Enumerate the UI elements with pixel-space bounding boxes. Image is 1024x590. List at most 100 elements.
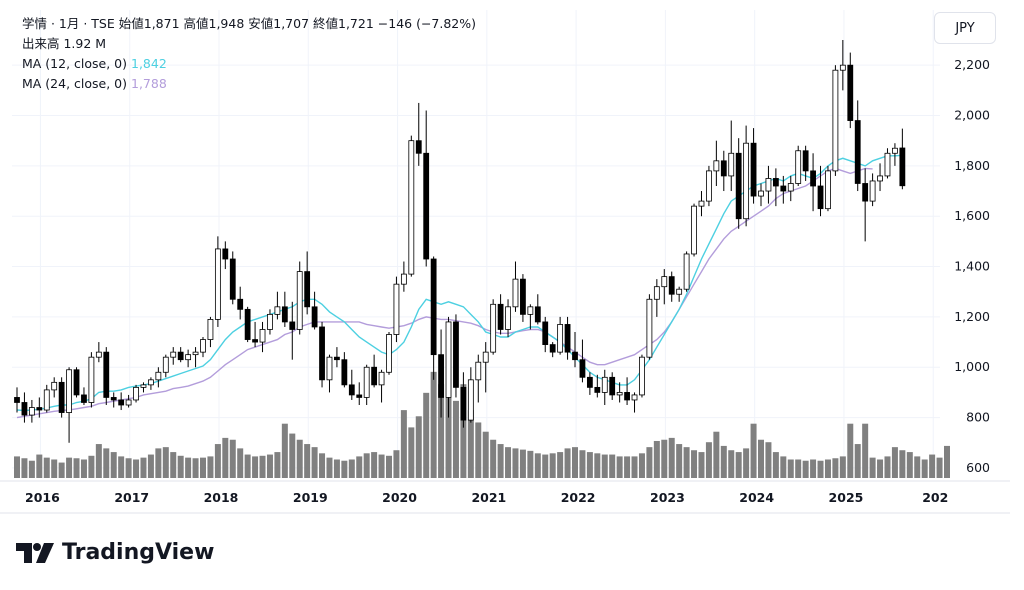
candle-body: [594, 386, 601, 393]
x-tick-label: 202: [922, 490, 948, 505]
y-tick-label: 1,800: [954, 158, 990, 173]
candle-body: [631, 394, 638, 401]
volume-bar: [252, 456, 259, 478]
volume-bar: [452, 400, 459, 478]
candle-body: [564, 324, 571, 353]
volume-bar: [824, 459, 831, 478]
candle-body: [832, 69, 839, 172]
currency-button[interactable]: JPY: [934, 12, 996, 44]
candle-body: [847, 64, 854, 121]
candle-body: [200, 339, 206, 353]
candle-body: [51, 381, 58, 391]
candle-body: [244, 308, 251, 340]
volume-bar: [73, 458, 80, 478]
volume-bar: [705, 442, 712, 478]
candle-body: [430, 258, 437, 356]
x-axis[interactable]: 2016 2017 2018 2019 2020 2021 2022 2023 2024 2025…: [0, 480, 1010, 514]
candle-body: [177, 351, 184, 361]
volume-bar: [140, 457, 147, 478]
volume-bar: [750, 423, 757, 478]
volume-bar: [795, 459, 802, 478]
volume-bar: [869, 457, 876, 478]
candle-body: [229, 258, 236, 300]
symbol-ohlc-line: 学情 · 1月 · TSE 始値1,871 高値1,948 安値1,707 終値…: [22, 16, 477, 31]
candle-body: [185, 354, 192, 361]
volume-bar: [36, 454, 43, 478]
volume-bar: [88, 455, 95, 478]
candle-body: [482, 351, 489, 363]
candle-body: [557, 324, 564, 353]
volume-bar: [572, 447, 578, 478]
y-tick-label: 2,000: [954, 108, 990, 123]
volume-bar: [467, 410, 474, 478]
candle-body: [869, 180, 876, 202]
tradingview-logo[interactable]: TradingView: [16, 540, 214, 565]
candle-body: [728, 152, 735, 177]
volume-bar: [505, 447, 512, 478]
logo-text: TradingView: [62, 540, 215, 565]
candle-body: [66, 369, 72, 413]
x-tick-label: 2022: [561, 490, 596, 505]
candle-body: [892, 147, 898, 154]
candle-body: [348, 384, 355, 396]
candle-body: [326, 356, 333, 381]
candle-body: [319, 326, 325, 381]
y-axis[interactable]: 600 800 1,000 1,200 1,400 1,600 1,800 2,000 2,20…: [954, 57, 990, 475]
volume-bar: [281, 423, 288, 478]
volume-bar: [542, 454, 549, 478]
ma24-legend[interactable]: MA (24, close, 0) 1,788: [22, 74, 476, 94]
volume-bar: [549, 453, 556, 478]
candle-body: [58, 381, 65, 413]
ma12-line: [16, 154, 903, 412]
volume-bar: [490, 439, 497, 478]
ma12-legend[interactable]: MA (12, close, 0) 1,842: [22, 54, 476, 74]
volume-bar: [586, 452, 593, 478]
candle-body: [862, 183, 869, 202]
x-tick-label: 2020: [382, 490, 417, 505]
volume-bar: [296, 439, 303, 478]
candle-body: [780, 185, 787, 192]
candle-body: [586, 376, 593, 388]
volume-bar: [170, 452, 177, 478]
candle-body: [110, 397, 117, 401]
volume-bar: [638, 453, 645, 478]
candle-body: [624, 392, 630, 401]
y-tick-label: 800: [966, 410, 990, 425]
x-tick-label: 2019: [293, 490, 328, 505]
volume-bar: [386, 455, 392, 478]
candle-body: [616, 392, 623, 396]
volume-bar: [222, 437, 229, 478]
x-tick-label: 2025: [829, 490, 864, 505]
candle-body: [542, 321, 549, 345]
tradingview-logo-icon: [16, 542, 54, 563]
volume-bar: [133, 459, 140, 478]
candle-body: [73, 369, 80, 396]
volume-bar: [244, 454, 251, 478]
volume-bar: [393, 450, 400, 478]
ma24-line-group: [16, 167, 873, 419]
candle-body: [817, 185, 824, 210]
candle-body: [289, 321, 296, 330]
ma24-value: 1,788: [131, 76, 167, 91]
candle-body: [356, 394, 363, 398]
candle-body: [795, 150, 802, 184]
volume-bar: [155, 448, 162, 478]
volume-bar: [780, 456, 787, 478]
volume-bar: [884, 456, 891, 478]
volume-bar: [110, 452, 117, 478]
volume-bar: [854, 444, 861, 478]
volume-bar: [579, 450, 586, 478]
volume-bar: [772, 452, 779, 478]
volume-bar: [289, 433, 296, 478]
candle-body: [750, 142, 757, 197]
candle-body: [28, 407, 35, 416]
y-tick-label: 1,600: [954, 208, 990, 223]
volume-bar: [259, 455, 266, 478]
candle-body: [825, 170, 831, 210]
price-chart[interactable]: 600 800 1,000 1,200 1,400 1,600 1,800 2,000 2,20…: [0, 0, 1024, 520]
volume-bar: [802, 460, 809, 478]
candle-body: [884, 152, 891, 177]
volume-bar: [527, 450, 534, 478]
volume-bar: [936, 457, 943, 478]
candle-body: [854, 120, 861, 184]
